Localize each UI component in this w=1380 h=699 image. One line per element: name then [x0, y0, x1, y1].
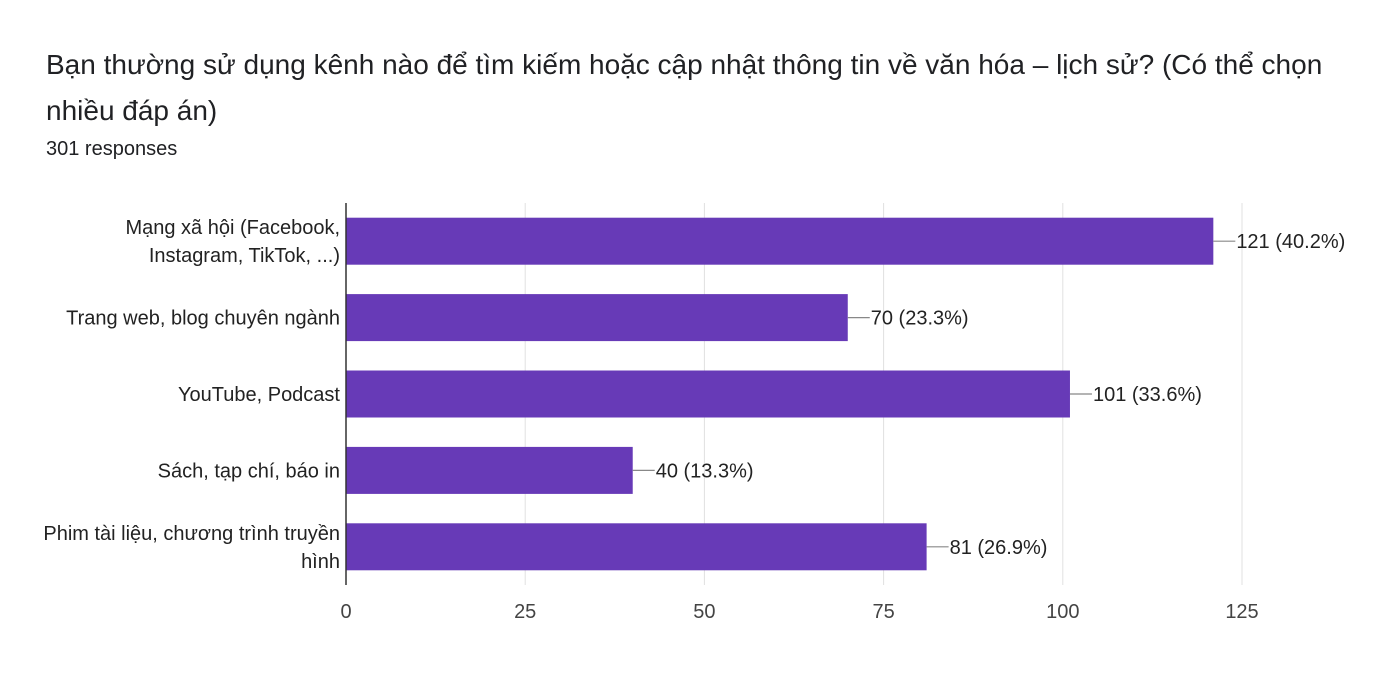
- category-label: Mạng xã hội (Facebook, Instagram, TikTok,…: [125, 217, 340, 267]
- category-label-line: hình: [301, 551, 340, 573]
- x-tick-label: 0: [340, 601, 351, 623]
- category-label: Sách, tạp chí, báo in: [158, 460, 340, 482]
- category-label-line: Trang web, blog chuyên ngành: [66, 308, 340, 330]
- bar: [346, 446, 633, 494]
- category-label: Phim tài liệu, chương trình truyền hình: [43, 523, 340, 573]
- bar: [346, 370, 1070, 418]
- category-label-line: Mạng xã hội (Facebook,: [125, 217, 340, 239]
- category-label-line: Phim tài liệu, chương trình truyền: [43, 523, 340, 545]
- data-label: 121 (40.2%): [1236, 231, 1345, 253]
- x-tick-label: 100: [1046, 601, 1079, 623]
- data-label: 81 (26.9%): [950, 537, 1048, 559]
- question-title: Bạn thường sử dụng kênh nào để tìm kiếm …: [46, 49, 1323, 126]
- response-count: 301 responses: [46, 138, 178, 160]
- x-tick-label: 25: [514, 601, 536, 623]
- labels: 0 25 50 75 100 125 121 (40.2%) Mạng xã hội (Fac…: [43, 217, 1345, 623]
- category-label: Trang web, blog chuyên ngành: [66, 308, 340, 330]
- category-label-line: YouTube, Podcast: [178, 384, 340, 406]
- bar: [346, 294, 848, 342]
- x-tick-label: 50: [693, 601, 715, 623]
- category-label-line: Sách, tạp chí, báo in: [158, 460, 340, 482]
- bars: [346, 217, 1214, 571]
- data-label: 70 (23.3%): [871, 308, 969, 330]
- data-label: 101 (33.6%): [1093, 384, 1202, 406]
- x-tick-label: 75: [872, 601, 894, 623]
- bar: [346, 523, 927, 571]
- x-tick-label: 125: [1225, 601, 1258, 623]
- data-label: 40 (13.3%): [656, 460, 754, 482]
- bar: [346, 217, 1214, 265]
- category-label: YouTube, Podcast: [178, 384, 340, 406]
- category-label-line: Instagram, TikTok, ...): [149, 245, 340, 267]
